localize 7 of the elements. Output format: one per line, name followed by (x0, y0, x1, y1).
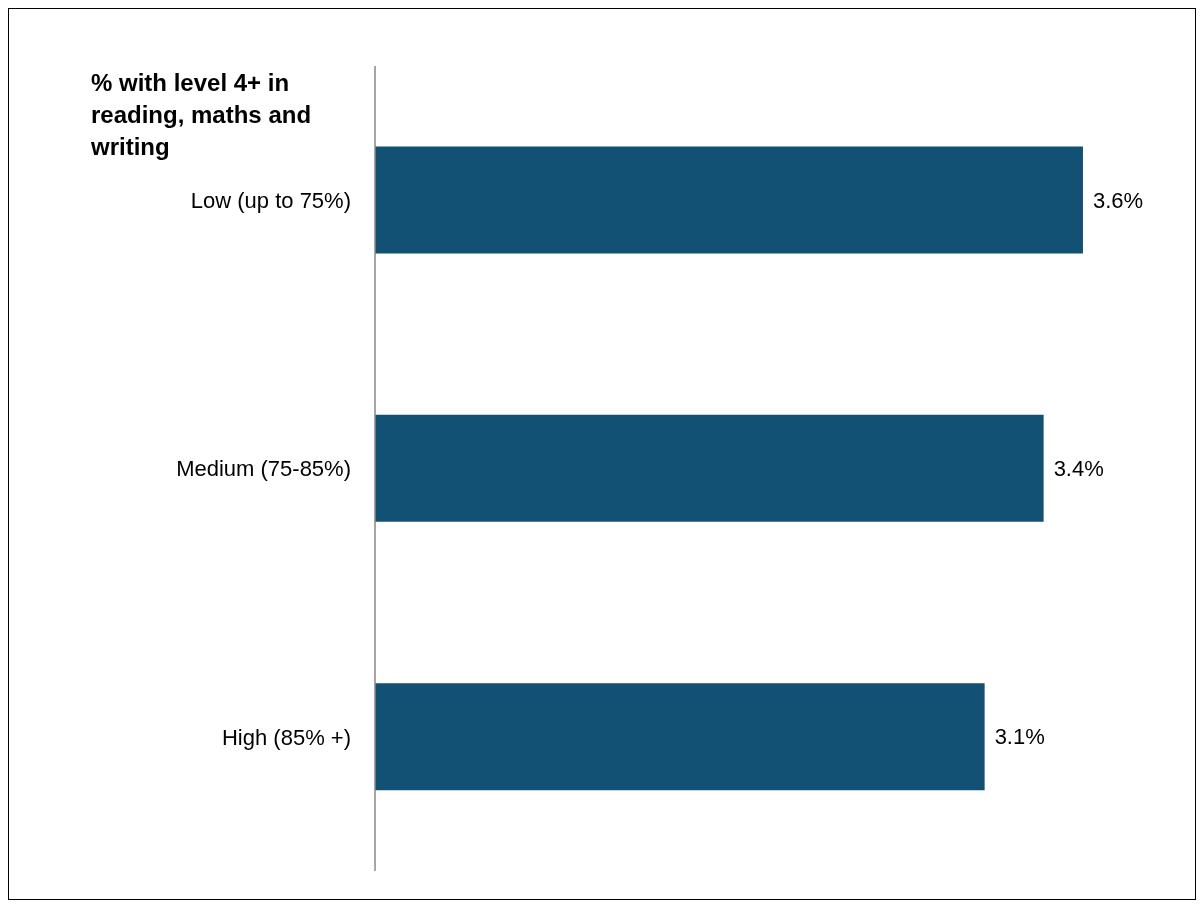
y-axis-title: % with level 4+ in reading, maths and writing (91, 68, 313, 162)
data-label: 3.4% (1053, 456, 1104, 482)
y-tick-label: Low (up to 75%) (190, 187, 351, 213)
y-tick-label: High (85% +) (221, 724, 351, 750)
y-tick-label: Medium (75-85%) (176, 456, 351, 482)
data-label: 3.1% (994, 724, 1045, 750)
data-label: 3.6% (1092, 187, 1144, 213)
